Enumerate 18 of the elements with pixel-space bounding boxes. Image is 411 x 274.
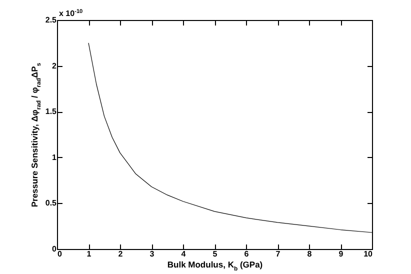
y-tick-label: 1.5 xyxy=(45,107,58,116)
x-tick-label: 8 xyxy=(307,250,312,258)
y-tick-label: 2 xyxy=(52,61,58,70)
line-series xyxy=(88,42,372,233)
y-tick-label: 2.5 xyxy=(45,16,58,24)
y-tick-label: 0.5 xyxy=(45,198,58,208)
x-tick-label: 10 xyxy=(364,250,374,258)
x-tick-label: 7 xyxy=(276,250,281,258)
x-tick-label: 6 xyxy=(244,250,250,258)
x-tick-label: 9 xyxy=(338,250,344,258)
x-axis-title: Bulk Modulus, K$_{b}$ (GPa) xyxy=(167,260,263,272)
x-tick-label: 1 xyxy=(86,250,92,258)
y-tick-label: 1 xyxy=(52,152,58,162)
x-tick-label: 3 xyxy=(150,250,155,258)
text: x 10$^{-10}$ xyxy=(59,9,83,18)
x-tick-label: 2 xyxy=(118,250,124,258)
x-tick-label: 4 xyxy=(181,250,186,258)
x-tick-label: 5 xyxy=(212,250,218,258)
